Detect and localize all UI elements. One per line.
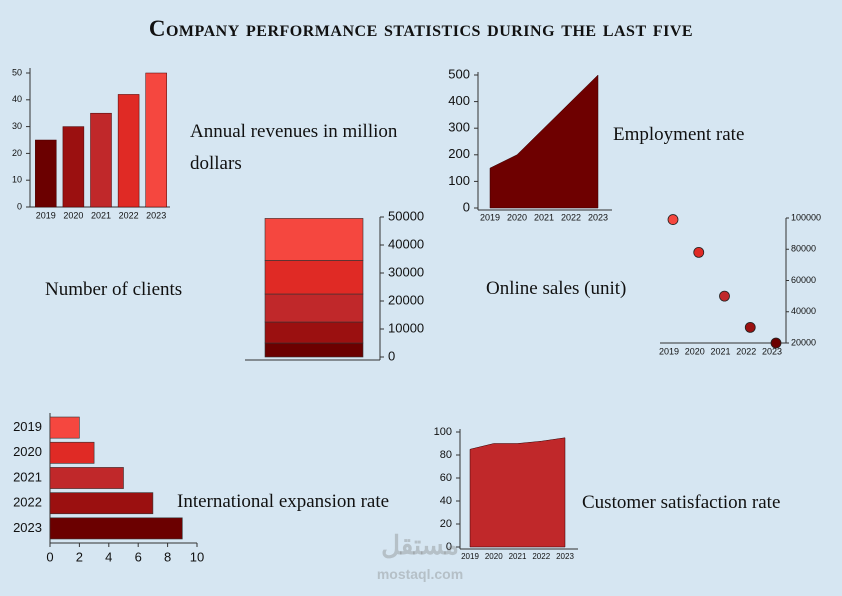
y-tick-label: 0 (446, 541, 452, 553)
x-tick-label: 2022 (119, 210, 139, 220)
y-tick-label: 50000 (388, 208, 424, 223)
x-tick-label: 2 (76, 549, 83, 564)
bar (49, 416, 80, 439)
x-tick-label: 2020 (507, 212, 527, 222)
y-tick-label: 20000 (791, 337, 816, 347)
bar (49, 441, 95, 464)
point (770, 337, 782, 349)
y-tick-label: 2023 (13, 520, 42, 535)
x-tick-label: 2019 (659, 346, 679, 356)
area (469, 437, 566, 548)
chart-label: Number of clients (45, 279, 183, 300)
bar (145, 72, 167, 208)
x-tick-label: 2023 (588, 212, 608, 222)
y-tick-label: 400 (448, 93, 470, 108)
x-tick-label: 2023 (146, 210, 166, 220)
y-tick-label: 2021 (13, 469, 42, 484)
bar (49, 517, 183, 540)
point (744, 321, 756, 333)
y-tick-label: 20 (440, 518, 452, 530)
y-tick-label: 40000 (388, 236, 424, 251)
bar (49, 467, 124, 489)
y-tick-label: 80 (440, 449, 452, 461)
y-tick-label: 200 (448, 146, 470, 161)
bar (90, 112, 112, 208)
y-tick-label: 20 (12, 148, 22, 158)
chart-label: Employment rate (613, 124, 745, 145)
x-tick-label: 2022 (736, 346, 756, 356)
x-tick-label: 2019 (461, 552, 479, 561)
y-tick-label: 100 (434, 426, 452, 438)
x-tick-label: 2020 (485, 552, 503, 561)
y-tick-label: 40 (12, 94, 22, 104)
bar (35, 139, 57, 208)
chart-label: International expansion rate (177, 491, 390, 512)
x-tick-label: 2022 (561, 212, 581, 222)
stack-segment (264, 342, 364, 358)
y-tick-label: 10000 (388, 320, 424, 335)
x-tick-label: 2021 (91, 210, 111, 220)
chart-label: Annual revenues in million dollars (190, 121, 398, 174)
y-tick-label: 50 (12, 67, 22, 77)
bar (62, 126, 85, 208)
y-tick-label: 40 (440, 495, 452, 507)
x-tick-label: 2022 (532, 552, 550, 561)
point (693, 246, 705, 258)
x-tick-label: 2019 (480, 212, 500, 222)
y-tick-label: 40000 (791, 306, 816, 316)
y-tick-label: 100000 (791, 212, 821, 222)
x-tick-label: 2023 (762, 346, 782, 356)
y-tick-label: 0 (463, 199, 470, 214)
x-tick-label: 2019 (36, 210, 56, 220)
chart-label: Customer satisfaction rate (582, 492, 781, 513)
x-tick-label: 6 (135, 549, 142, 564)
y-tick-label: 30000 (388, 264, 424, 279)
x-tick-label: 2020 (685, 346, 705, 356)
x-tick-label: 10 (190, 549, 204, 564)
y-tick-label: 2020 (13, 444, 42, 459)
x-tick-label: 0 (46, 549, 53, 564)
point (667, 214, 679, 225)
y-tick-label: 20000 (388, 292, 424, 307)
y-tick-label: 10 (12, 175, 22, 185)
stack-segment (264, 260, 364, 295)
chart-label: Online sales (unit) (486, 278, 627, 299)
x-tick-label: 2020 (63, 210, 83, 220)
watermark-logo: مستقل (381, 530, 459, 560)
x-tick-label: 2021 (710, 346, 730, 356)
y-tick-label: 2019 (13, 419, 42, 434)
stack-segment (264, 218, 364, 261)
area (489, 74, 599, 209)
y-tick-label: 60 (440, 472, 452, 484)
stack-segment (264, 293, 364, 323)
y-tick-label: 100 (448, 173, 470, 188)
y-tick-label: 0 (17, 201, 22, 211)
x-tick-label: 2023 (556, 552, 574, 561)
point (719, 290, 730, 302)
y-tick-label: 500 (448, 66, 470, 81)
y-tick-label: 300 (448, 120, 470, 135)
x-tick-label: 2021 (509, 552, 527, 561)
page-title: Company performance statistics during th… (148, 16, 694, 41)
stack-segment (264, 321, 364, 344)
y-tick-label: 0 (388, 348, 395, 363)
x-tick-label: 2021 (534, 212, 554, 222)
y-tick-label: 60000 (791, 275, 816, 285)
watermark-site: mostaql.com (376, 566, 464, 582)
y-tick-label: 30 (12, 121, 22, 131)
bar (117, 94, 140, 208)
y-tick-label: 80000 (791, 244, 816, 254)
x-tick-label: 4 (105, 549, 112, 564)
y-tick-label: 2022 (13, 495, 42, 510)
x-tick-label: 8 (164, 549, 171, 564)
bar (49, 492, 154, 515)
